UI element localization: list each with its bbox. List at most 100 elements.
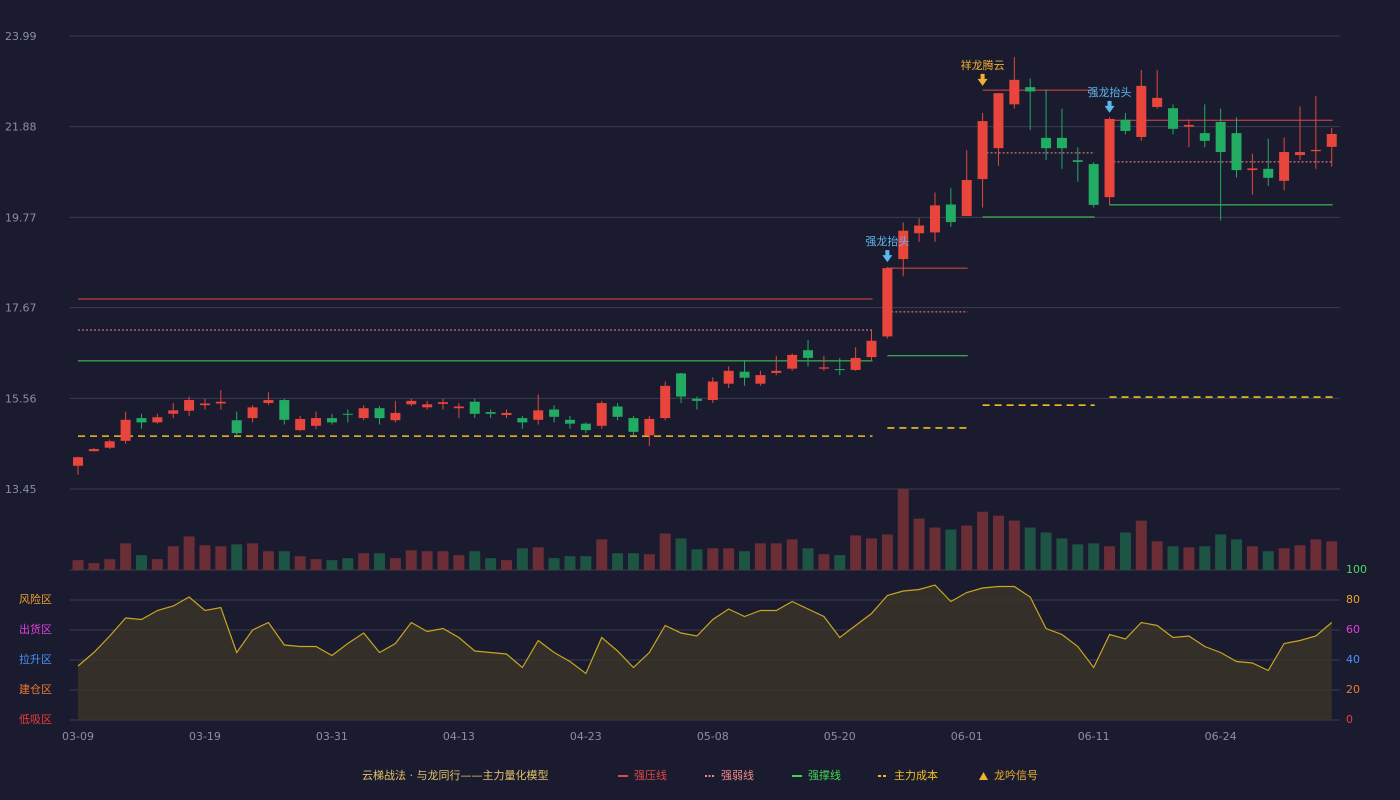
candle-body [1136, 85, 1147, 138]
candle-body [898, 230, 909, 260]
candle-body [1056, 137, 1067, 149]
candle-body [1247, 168, 1258, 171]
volume-bar [834, 555, 846, 570]
legend-symbol [979, 772, 988, 780]
volume-bar [485, 558, 497, 570]
candle-body [929, 205, 940, 233]
candle-body [580, 423, 591, 431]
candle-body [707, 381, 718, 401]
volume-bar [453, 555, 465, 570]
candle-body [374, 408, 385, 419]
zone-label: 风险区 [19, 592, 52, 606]
volume-bar [691, 549, 703, 570]
volume-bar [1088, 543, 1100, 570]
x-tick-label: 03-31 [316, 730, 348, 743]
candle-body [104, 441, 115, 448]
candle-body [1041, 137, 1052, 149]
candle-body [1088, 164, 1099, 205]
volume-bar [564, 556, 576, 570]
volume-bar [754, 543, 766, 570]
candle-body [1009, 79, 1020, 105]
signal-label: 祥龙腾云 [961, 58, 1005, 72]
volume-bar [231, 544, 243, 570]
osc-area [78, 585, 1332, 720]
candle-body [945, 204, 956, 223]
volume-bar [929, 527, 941, 570]
volume-bar [1167, 546, 1179, 570]
osc-tick-label: 20 [1346, 683, 1360, 696]
osc-tick-label: 0 [1346, 713, 1353, 726]
candle-body [723, 370, 734, 384]
volume-bar [183, 536, 195, 570]
volume-bar [469, 551, 481, 570]
candle-body [850, 357, 861, 370]
y-tick-label: 21.88 [5, 121, 37, 134]
candle-body [501, 412, 512, 416]
volume-bar [723, 548, 735, 570]
volume-bar [866, 538, 877, 570]
volume-bar [1262, 551, 1274, 570]
candle-body [1072, 160, 1083, 162]
candle-body [533, 410, 544, 420]
candle-body [295, 418, 306, 431]
volume-bar [167, 546, 179, 570]
volume-bar [580, 556, 592, 570]
osc-line [77, 584, 1333, 675]
candle-body [660, 385, 671, 419]
candle-body [279, 400, 290, 420]
candle-body [342, 413, 353, 415]
volume-bar [596, 539, 608, 570]
volume-bar [389, 558, 401, 570]
candle-body [549, 409, 560, 417]
volume-bar [278, 551, 290, 570]
volume-bar [1278, 548, 1290, 570]
candle-body [755, 375, 766, 384]
x-tick-label: 04-23 [570, 730, 602, 743]
volume-bar [1231, 539, 1243, 570]
x-tick-label: 04-13 [443, 730, 475, 743]
candle-body [390, 412, 401, 421]
candle-body [152, 417, 163, 423]
legend-label: 主力成本 [894, 768, 938, 782]
candle-body [1120, 119, 1131, 131]
volume-bar [1024, 527, 1036, 570]
volume-bar [1040, 532, 1052, 570]
candle-body [1231, 133, 1242, 171]
x-tick-label: 06-11 [1078, 730, 1110, 743]
candle-body [231, 420, 242, 434]
zone-label: 拉升区 [19, 652, 52, 666]
candle-body [1326, 133, 1337, 147]
volume-bar [358, 553, 370, 570]
volume-bar [818, 554, 830, 570]
candle-body [866, 340, 877, 358]
volume-bar [1135, 520, 1147, 570]
signal-arrow [977, 73, 988, 86]
candle-body [787, 354, 798, 369]
volume-bar [1246, 546, 1258, 570]
volume-bar [675, 538, 687, 570]
signal-arrow [882, 250, 893, 263]
volume-bar [262, 551, 274, 570]
signal-label: 强龙抬头 [1088, 85, 1132, 99]
legend-label: 强压线 [634, 768, 667, 782]
volume-bar [945, 529, 957, 570]
candle-body [977, 121, 988, 180]
volume-bar [151, 559, 163, 570]
osc-tick-label: 100 [1346, 563, 1367, 576]
y-tick-label: 17.67 [5, 302, 37, 315]
candle-body [168, 410, 179, 414]
legend-label: 强弱线 [721, 768, 754, 782]
volume-bar [659, 533, 671, 570]
osc-tick-label: 60 [1346, 623, 1360, 636]
volume-bar [881, 534, 893, 570]
candle-body [1263, 168, 1274, 178]
volume-bar [88, 563, 100, 570]
candle-body [136, 418, 147, 423]
candle-body [469, 401, 480, 414]
candle-body [676, 373, 687, 397]
volume-bar [992, 515, 1004, 570]
x-tick-label: 03-09 [62, 730, 94, 743]
volume-bar [374, 553, 386, 570]
volume-bar [500, 560, 512, 570]
volume-bar [1056, 538, 1068, 570]
